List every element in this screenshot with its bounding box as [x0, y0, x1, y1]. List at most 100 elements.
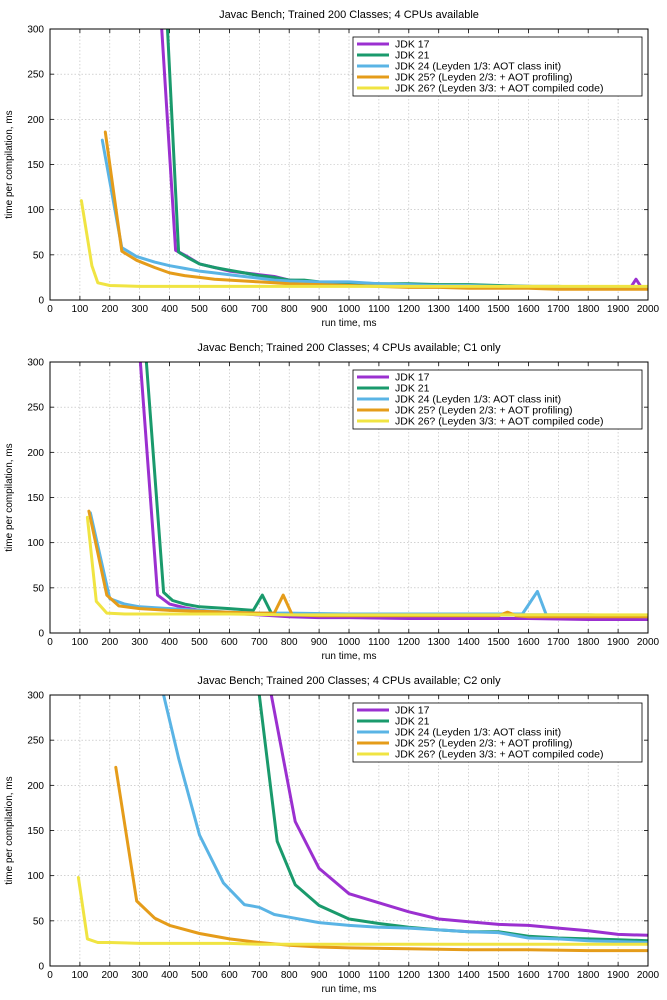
- x-tick-label: 300: [131, 970, 148, 981]
- x-tick-label: 300: [131, 304, 148, 315]
- x-tick-label: 2000: [637, 637, 660, 648]
- x-tick-label: 1300: [428, 637, 451, 648]
- legend-label: JDK 21: [395, 716, 430, 728]
- x-tick-label: 1000: [338, 970, 361, 981]
- x-tick-label: 1700: [547, 637, 570, 648]
- x-tick-label: 0: [47, 637, 53, 648]
- x-tick-label: 200: [101, 970, 118, 981]
- series-line-jdk24: [88, 511, 648, 619]
- x-tick-label: 1000: [338, 637, 361, 648]
- legend-label: JDK 26? (Leyden 3/3: + AOT compiled code…: [395, 749, 603, 761]
- y-tick-label: 300: [27, 25, 44, 36]
- x-tick-label: 1200: [398, 970, 421, 981]
- legend-label: JDK 17: [395, 705, 430, 717]
- x-axis-label: run time, ms: [321, 651, 376, 662]
- y-tick-label: 200: [27, 448, 44, 459]
- y-tick-label: 100: [27, 205, 44, 216]
- y-tick-label: 0: [38, 962, 44, 973]
- x-tick-label: 1500: [487, 304, 510, 315]
- series-line-jdk24: [162, 695, 648, 944]
- legend-label: JDK 26? (Leyden 3/3: + AOT compiled code…: [395, 416, 603, 428]
- legend-label: JDK 21: [395, 383, 430, 395]
- x-tick-label: 1300: [428, 304, 451, 315]
- x-tick-label: 300: [131, 637, 148, 648]
- x-tick-label: 400: [161, 637, 178, 648]
- x-tick-label: 700: [251, 304, 268, 315]
- x-tick-label: 1800: [577, 970, 600, 981]
- series-line-jdk26: [79, 199, 648, 288]
- y-tick-label: 100: [27, 538, 44, 549]
- legend-label: JDK 17: [395, 39, 430, 51]
- legend-box: [352, 369, 643, 430]
- x-tick-label: 100: [72, 970, 89, 981]
- x-tick-label: 100: [72, 637, 89, 648]
- x-tick-label: 400: [161, 970, 178, 981]
- y-tick-label: 250: [27, 70, 44, 81]
- y-axis-label: time per compilation, ms: [4, 443, 15, 551]
- y-axis-label: time per compilation, ms: [4, 110, 15, 218]
- x-tick-label: 600: [221, 970, 238, 981]
- y-tick-label: 50: [33, 583, 45, 594]
- series-lines: [76, 695, 648, 953]
- x-tick-label: 1000: [338, 304, 361, 315]
- x-tick-label: 1100: [368, 970, 390, 981]
- y-tick-label: 300: [27, 691, 44, 702]
- x-tick-label: 800: [281, 970, 298, 981]
- y-axis-label: time per compilation, ms: [4, 776, 15, 884]
- x-axis-label: run time, ms: [321, 318, 376, 329]
- y-tick-label: 50: [33, 250, 45, 261]
- x-tick-label: 1800: [577, 637, 600, 648]
- x-tick-label: 600: [221, 304, 238, 315]
- x-tick-label: 900: [311, 304, 328, 315]
- chart-panel-3: 0 100 200 300 400 500 600 700 800 900 1000 1100 1200…: [4, 675, 660, 995]
- y-tick-label: 200: [27, 115, 44, 126]
- x-tick-label: 1900: [607, 304, 630, 315]
- x-tick-label: 800: [281, 304, 298, 315]
- x-tick-label: 0: [47, 304, 53, 315]
- x-tick-label: 0: [47, 970, 53, 981]
- x-tick-label: 400: [161, 304, 178, 315]
- series-line-jdk26: [76, 876, 648, 946]
- x-tick-label: 1100: [368, 304, 390, 315]
- x-tick-label: 1400: [457, 304, 480, 315]
- series-lines: [85, 362, 648, 621]
- chart-title: Javac Bench; Trained 200 Classes; 4 CPUs…: [197, 342, 501, 354]
- chart-panel-2: 0 100 200 300 400 500 600 700 800 900 1000 1100 1200…: [4, 342, 660, 662]
- series-line-jdk26: [85, 515, 648, 617]
- chart-title: Javac Bench; Trained 200 Classes; 4 CPUs…: [197, 675, 501, 687]
- x-tick-label: 700: [251, 637, 268, 648]
- x-tick-label: 1500: [487, 970, 510, 981]
- legend-label: JDK 24 (Leyden 1/3: AOT class init): [395, 61, 561, 73]
- x-tick-label: 1600: [517, 304, 540, 315]
- y-tick-label: 100: [27, 871, 44, 882]
- y-tick-label: 0: [38, 296, 44, 307]
- x-tick-label: 1200: [398, 304, 421, 315]
- x-tick-label: 1900: [607, 970, 630, 981]
- y-tick-label: 250: [27, 736, 44, 747]
- legend-label: JDK 25? (Leyden 2/3: + AOT profiling): [395, 405, 573, 417]
- x-tick-label: 900: [311, 637, 328, 648]
- x-tick-label: 600: [221, 637, 238, 648]
- x-tick-label: 1900: [607, 637, 630, 648]
- chart-title: Javac Bench; Trained 200 Classes; 4 CPUs…: [219, 9, 479, 21]
- legend-label: JDK 17: [395, 372, 430, 384]
- x-tick-label: 2000: [637, 970, 660, 981]
- x-tick-label: 1700: [547, 304, 570, 315]
- x-tick-label: 100: [72, 304, 89, 315]
- x-tick-label: 1700: [547, 970, 570, 981]
- x-tick-label: 1800: [577, 304, 600, 315]
- series-line-jdk25: [103, 130, 648, 291]
- legend-label: JDK 24 (Leyden 1/3: AOT class init): [395, 394, 561, 406]
- y-tick-label: 50: [33, 916, 45, 927]
- y-tick-label: 150: [27, 826, 44, 837]
- x-tick-label: 500: [191, 304, 208, 315]
- legend-label: JDK 25? (Leyden 2/3: + AOT profiling): [395, 72, 573, 84]
- x-tick-label: 200: [101, 304, 118, 315]
- x-tick-label: 200: [101, 637, 118, 648]
